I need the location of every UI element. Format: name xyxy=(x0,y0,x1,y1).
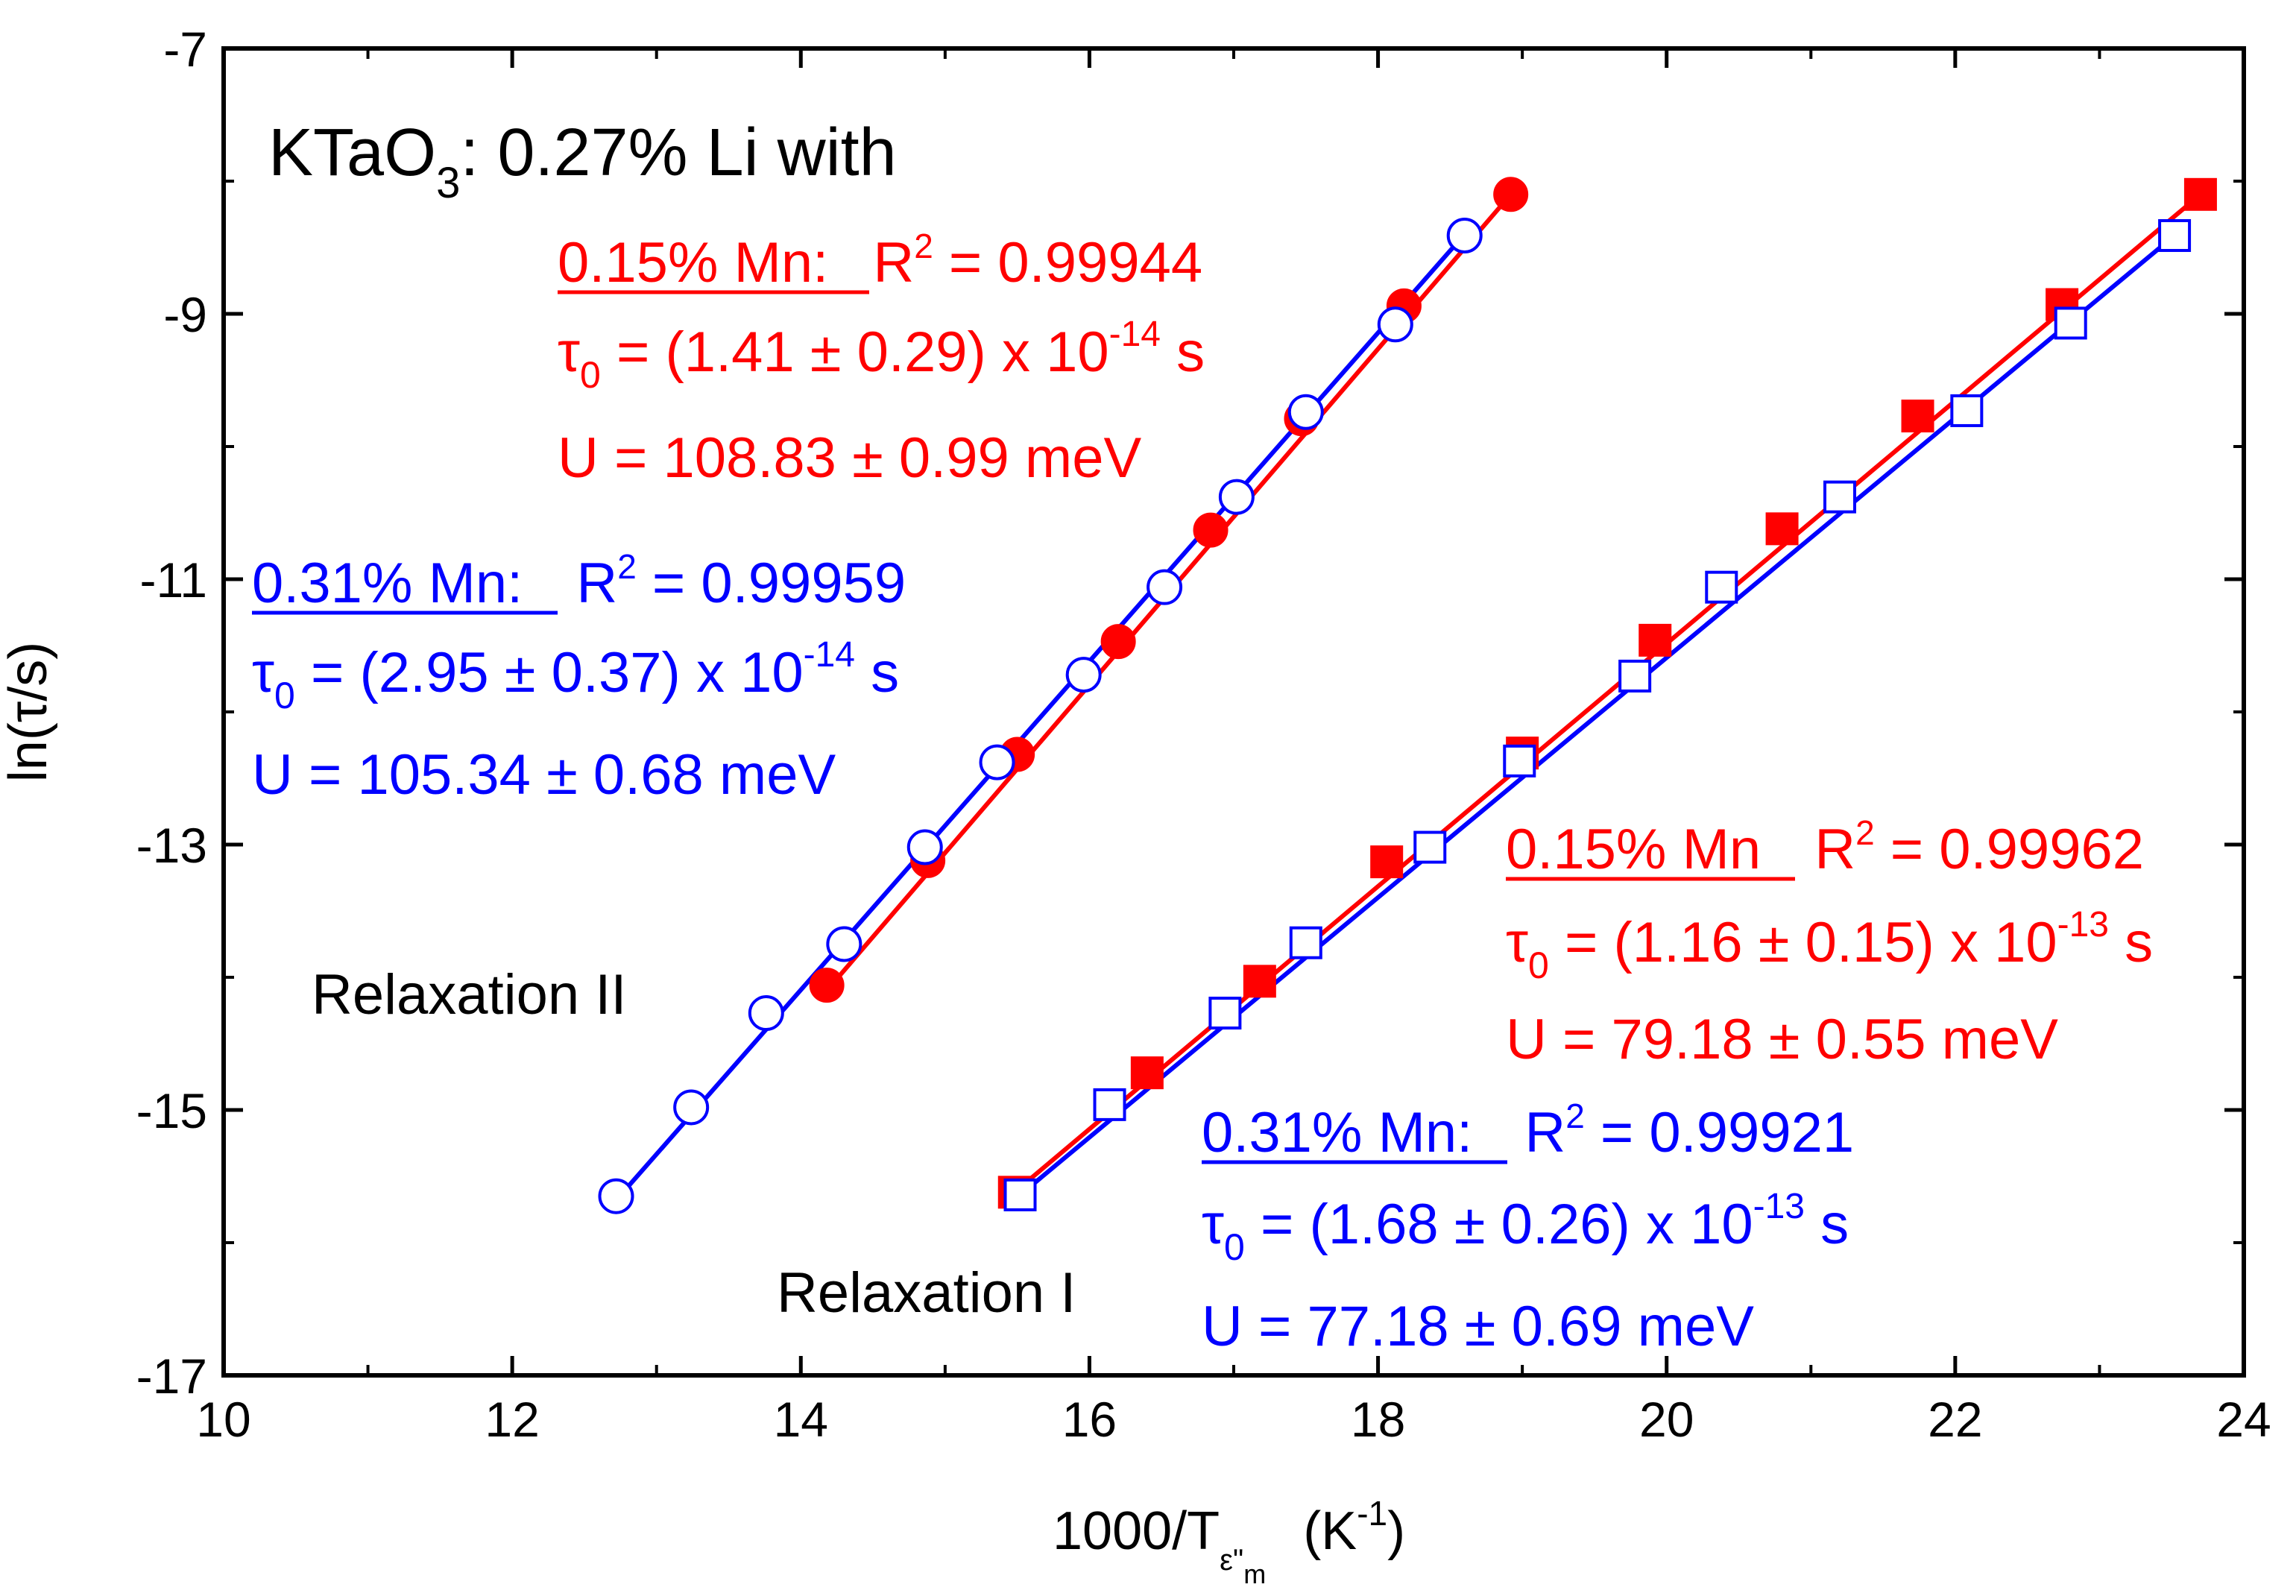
svg-text:0.15% Mn:R2 = 0.99944: 0.15% Mn: R2 = 0.99944 xyxy=(558,227,1202,294)
x-tick-label: 10 xyxy=(196,1392,250,1447)
relaxation-ii-label: Relaxation II xyxy=(312,963,626,1026)
data-point-s2-2 xyxy=(1243,965,1276,998)
x-tick-label: 22 xyxy=(1928,1392,1982,1447)
svg-text:U = 79.18 ± 0.55 meV: U = 79.18 ± 0.55 meV xyxy=(1506,1008,2058,1071)
annotation-relax2-015mn: 0.15% Mn: R2 = 0.99944 τ0 = (1.41 ± 0.29)… xyxy=(558,227,1205,490)
svg-text:0.31% Mn:R2 = 0.99921: 0.31% Mn: R2 = 0.99921 xyxy=(1202,1097,1854,1164)
data-point-s2-1 xyxy=(1130,1056,1164,1090)
data-point-s1-6 xyxy=(1065,657,1102,693)
fit-line-1 xyxy=(614,233,1466,1202)
annotation-head: 0.15% Mn: xyxy=(558,231,828,294)
data-point-s1-9 xyxy=(1287,394,1324,430)
data-point-s3-7 xyxy=(1705,570,1738,604)
plot-frame xyxy=(221,46,2246,1378)
data-point-s3-0 xyxy=(1003,1178,1037,1211)
data-point-s1-11 xyxy=(1446,217,1483,253)
svg-text:U = 77.18 ± 0.69 meV: U = 77.18 ± 0.69 meV xyxy=(1202,1295,1754,1358)
data-point-s0-3 xyxy=(1100,624,1136,660)
annotation-relax1-031mn: 0.31% Mn: R2 = 0.99921 τ0 = (1.68 ± 0.26)… xyxy=(1202,1097,1854,1358)
data-point-s1-2 xyxy=(748,995,784,1032)
svg-text:0.31% Mn:R2 = 0.99959: 0.31% Mn: R2 = 0.99959 xyxy=(252,547,906,615)
data-point-s2-5 xyxy=(1639,623,1672,657)
data-point-s2-9 xyxy=(2183,177,2217,211)
svg-text:τ0 = (2.95 ± 0.37) x 10-14 s: τ0 = (2.95 ± 0.37) x 10-14 s xyxy=(252,635,899,716)
y-tick-label: -11 xyxy=(140,552,208,608)
y-tick-label: -15 xyxy=(136,1083,207,1138)
x-axis-title: 1000/Tε"m(K-1) xyxy=(1053,1494,1405,1589)
data-point-s2-6 xyxy=(1765,512,1799,546)
data-point-s1-4 xyxy=(906,829,943,865)
relaxation-i-label: Relaxation I xyxy=(777,1261,1076,1325)
data-point-s1-1 xyxy=(673,1089,710,1126)
chart-title: KTaO3: 0.27% Li with xyxy=(268,116,897,207)
data-point-s1-3 xyxy=(826,926,862,962)
data-point-s3-10 xyxy=(2054,306,2087,340)
data-point-s1-0 xyxy=(598,1178,634,1214)
x-tick-label: 14 xyxy=(774,1392,828,1447)
data-point-s3-8 xyxy=(1823,480,1856,514)
x-tick-label: 18 xyxy=(1351,1392,1405,1447)
x-tick-label: 12 xyxy=(485,1392,539,1447)
data-point-s3-9 xyxy=(1950,394,1984,427)
axis-ticks: 10 12 14 16 18 20 22 24 -7 -9 -11 -13 -15 -17 xyxy=(136,22,2271,1447)
svg-text:U = 108.83 ± 0.99 meV: U = 108.83 ± 0.99 meV xyxy=(558,426,1142,490)
svg-text:τ0 = (1.41 ± 0.29) x 10-14 s: τ0 = (1.41 ± 0.29) x 10-14 s xyxy=(558,315,1205,396)
data-point-s3-2 xyxy=(1208,997,1242,1030)
data-point-s3-11 xyxy=(2158,218,2192,252)
data-point-s0-4 xyxy=(1193,512,1229,548)
data-point-s3-6 xyxy=(1618,659,1652,693)
svg-text:U = 105.34 ± 0.68 meV: U = 105.34 ± 0.68 meV xyxy=(252,743,836,807)
y-tick-label: -9 xyxy=(163,287,207,342)
data-point-s0-0 xyxy=(809,968,845,1003)
data-point-s3-4 xyxy=(1413,830,1447,864)
data-point-s0-7 xyxy=(1493,177,1529,212)
data-markers xyxy=(598,177,2217,1214)
data-point-s2-3 xyxy=(1370,845,1404,879)
x-tick-label: 24 xyxy=(2216,1392,2271,1447)
data-point-s1-8 xyxy=(1218,479,1255,515)
data-point-s3-5 xyxy=(1503,744,1536,778)
data-point-s1-7 xyxy=(1147,569,1183,605)
y-tick-label: -7 xyxy=(163,22,207,77)
y-axis-title: ln(τ/s) xyxy=(0,642,58,782)
annotation-relax2-031mn: 0.31% Mn: R2 = 0.99959 τ0 = (2.95 ± 0.37)… xyxy=(252,547,906,807)
svg-text:τ0 = (1.16 ± 0.15) x 10-13 s: τ0 = (1.16 ± 0.15) x 10-13 s xyxy=(1506,905,2153,986)
data-point-s3-3 xyxy=(1289,926,1322,959)
data-point-s2-7 xyxy=(1901,400,1934,433)
data-point-s3-1 xyxy=(1093,1088,1126,1121)
data-point-s1-5 xyxy=(979,744,1015,780)
y-tick-label: -17 xyxy=(136,1349,207,1404)
x-tick-label: 20 xyxy=(1639,1392,1694,1447)
data-point-s1-10 xyxy=(1377,306,1413,343)
x-tick-label: 16 xyxy=(1062,1392,1117,1447)
svg-text:τ0 = (1.68 ± 0.26) x 10-13 s: τ0 = (1.68 ± 0.26) x 10-13 s xyxy=(1202,1187,1849,1268)
y-tick-label: -13 xyxy=(136,818,207,873)
annotation-relax1-015mn: 0.15% Mn R2 = 0.99962 τ0 = (1.16 ± 0.15) … xyxy=(1506,813,2153,1071)
